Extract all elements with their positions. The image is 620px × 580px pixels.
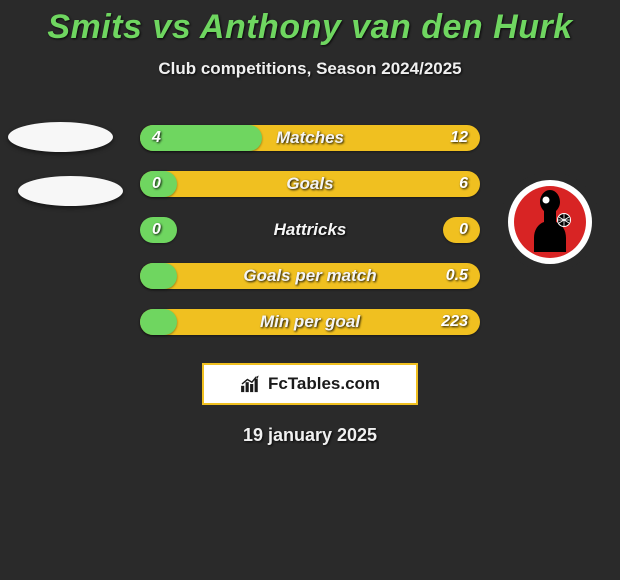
stat-value-right: 0.5 [434, 267, 480, 285]
stat-row: 0 0 Hattricks [0, 207, 620, 253]
stats-bars: 12 4 Matches 6 0 Goals 0 0 Hattricks 0.5 Goals per… [0, 115, 620, 345]
stat-value-left: 0 [140, 175, 173, 193]
stat-value-right: 12 [438, 129, 480, 147]
stat-label: Hattricks [274, 220, 347, 240]
stat-value-right: 0 [447, 221, 480, 239]
fctables-label: FcTables.com [268, 374, 380, 394]
stat-row: 6 0 Goals [0, 161, 620, 207]
comparison-card: Smits vs Anthony van den Hurk Club compe… [0, 0, 620, 446]
stat-bar-left [140, 263, 177, 289]
stat-label: Goals [286, 174, 333, 194]
bar-slot: 6 0 Goals [140, 171, 480, 197]
stat-value-right: 223 [429, 313, 480, 331]
bar-slot: 0 0 Hattricks [140, 217, 480, 243]
stat-value-right: 6 [447, 175, 480, 193]
stat-bar-right: 0 [443, 217, 480, 243]
bar-slot: 12 4 Matches [140, 125, 480, 151]
fctables-badge: FcTables.com [202, 363, 418, 405]
bar-chart-icon [240, 375, 262, 393]
stat-row: 0.5 Goals per match [0, 253, 620, 299]
stat-label: Min per goal [260, 312, 360, 332]
stat-value-left: 0 [140, 221, 173, 239]
stat-row: 12 4 Matches [0, 115, 620, 161]
date-label: 19 january 2025 [0, 425, 620, 446]
page-title: Smits vs Anthony van den Hurk [0, 8, 620, 47]
page-subtitle: Club competitions, Season 2024/2025 [0, 59, 620, 79]
bar-slot: 0.5 Goals per match [140, 263, 480, 289]
stat-bar-left [140, 309, 177, 335]
bar-slot: 223 Min per goal [140, 309, 480, 335]
stat-label: Matches [276, 128, 344, 148]
stat-bar-left: 0 [140, 171, 177, 197]
stat-label: Goals per match [243, 266, 376, 286]
stat-bar-left: 4 [140, 125, 262, 151]
stat-value-left: 4 [140, 129, 173, 147]
stat-row: 223 Min per goal [0, 299, 620, 345]
stat-bar-left: 0 [140, 217, 177, 243]
